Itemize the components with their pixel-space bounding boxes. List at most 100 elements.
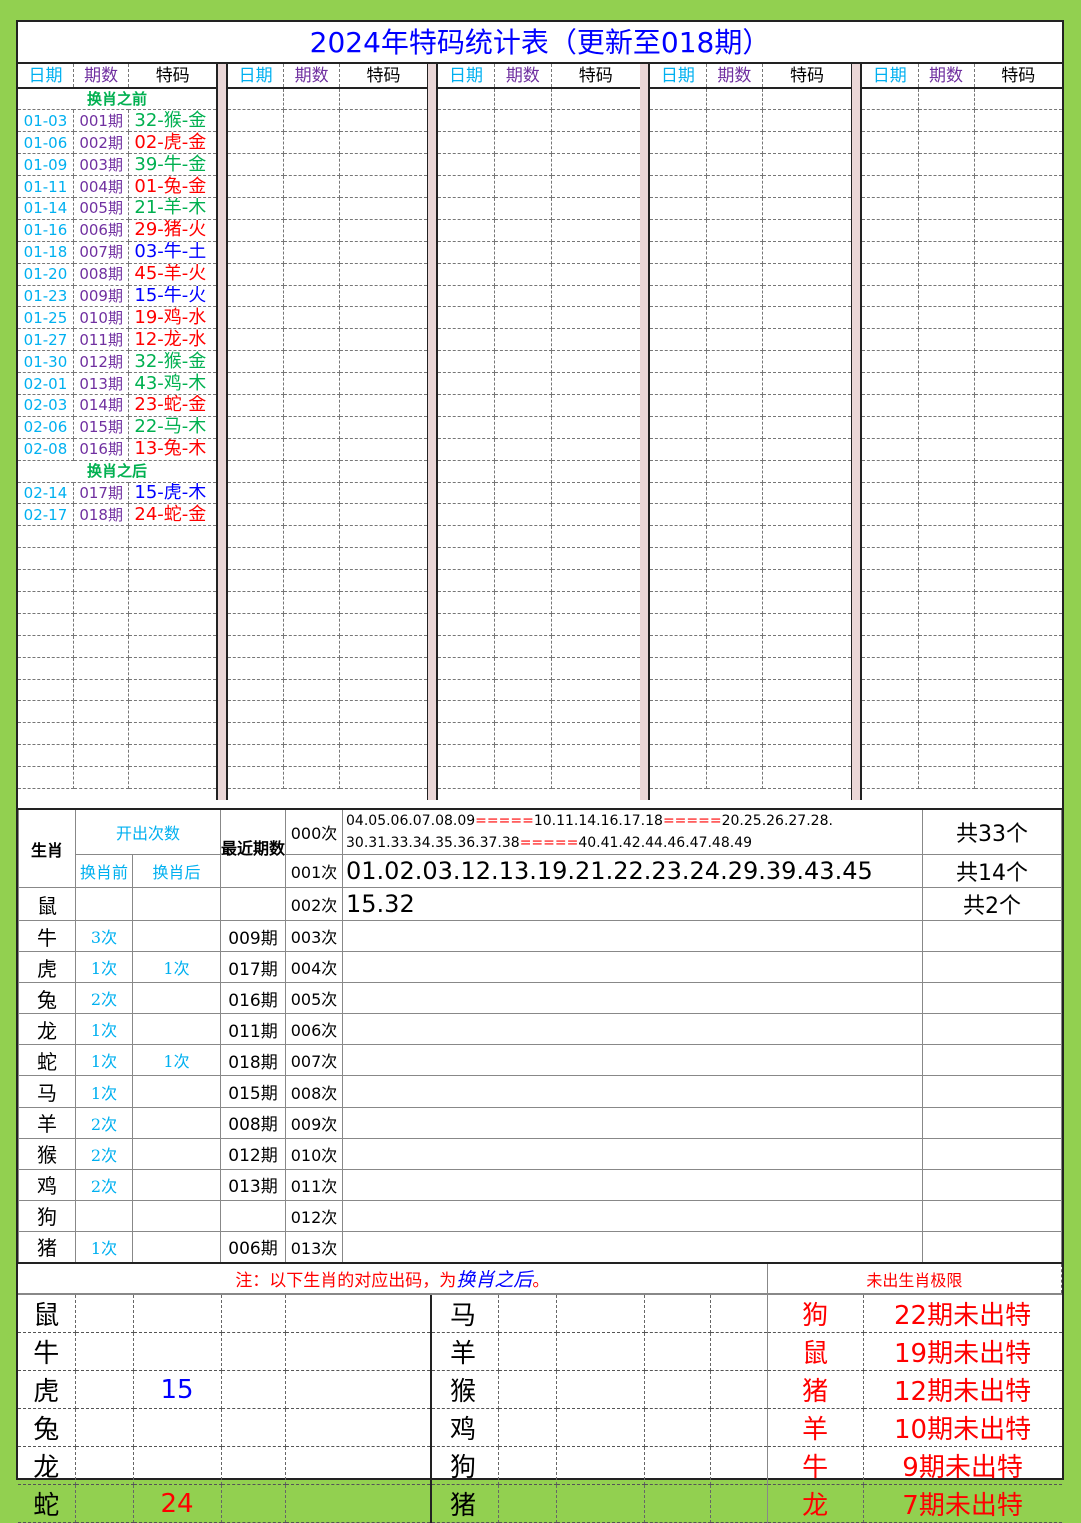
cell-period — [283, 131, 340, 155]
cell-period — [918, 131, 975, 155]
cell-date — [650, 569, 707, 592]
cell-date — [228, 503, 285, 527]
table-row — [228, 175, 427, 198]
table-row: 虎 1次 1次 017期 004次 — [18, 951, 1062, 984]
cell-period — [494, 766, 552, 789]
cell-date — [18, 525, 74, 549]
cell — [644, 1370, 711, 1409]
cell-period — [918, 350, 975, 374]
cell-code — [128, 700, 216, 724]
cell-code: 15-虎-木 — [128, 482, 216, 505]
cell-period — [283, 569, 340, 592]
count-before — [75, 887, 133, 921]
freq-times: 010次 — [285, 1137, 344, 1170]
cell-period — [706, 722, 764, 746]
table-row: 换肖之后 — [18, 460, 216, 483]
cell-date — [438, 482, 496, 505]
cell-code: 32-猴-金 — [128, 109, 216, 133]
count-before: 1次 — [75, 951, 133, 984]
limit-zodiac: 羊 — [766, 1408, 864, 1447]
freq-times: 013次 — [285, 1230, 344, 1264]
cell-period — [283, 153, 340, 177]
cell-date — [228, 350, 285, 374]
cell-code — [974, 503, 1062, 527]
zodiac-name: 龙 — [18, 1013, 76, 1046]
table-row — [650, 722, 851, 746]
cell-code: 02-虎-金 — [128, 131, 216, 155]
cell-date — [862, 372, 919, 395]
number-list: 10.11.14.16.17.18 — [533, 813, 663, 829]
table-row — [18, 613, 216, 636]
table-row — [650, 482, 851, 505]
cell-code — [974, 153, 1062, 177]
column-header-code: 特码 — [974, 64, 1062, 89]
cell-code — [339, 657, 427, 680]
table-row: 01-09 003期 39-牛-金 — [18, 153, 216, 177]
cell-date — [862, 175, 919, 198]
table-row — [862, 722, 1062, 746]
table-row — [228, 263, 427, 286]
cell-code — [762, 219, 851, 242]
cell-code — [974, 416, 1062, 439]
table-row: 01-20 008期 45-羊-火 — [18, 263, 216, 286]
cell — [285, 1332, 432, 1371]
cell-date — [438, 306, 496, 330]
cell-period — [283, 416, 340, 439]
table-row — [18, 744, 216, 768]
cell-date — [650, 285, 707, 308]
table-row — [228, 635, 427, 658]
cell-period — [918, 766, 975, 789]
cell-date — [228, 306, 285, 330]
freq-count — [922, 982, 1062, 1015]
cell-date — [438, 109, 496, 133]
zodiac-code-table: 注：以下生肖的对应出码，为换肖之后。 未出生肖极限鼠马狗 22期未出特牛羊鼠 19期未… — [18, 1262, 1063, 1523]
cell-period — [494, 197, 552, 220]
limit-text: 10期未出特 — [863, 1408, 1062, 1447]
freq-numbers — [342, 982, 924, 1015]
cell-date — [18, 569, 74, 592]
cell-period — [918, 306, 975, 330]
cell-date — [650, 679, 707, 702]
table-row — [650, 613, 851, 636]
cell-period — [494, 394, 552, 417]
table-row — [228, 613, 427, 636]
cell-period: 014期 — [73, 394, 130, 417]
cell-period — [283, 306, 340, 330]
cell-code: 12-龙-水 — [128, 328, 216, 352]
zodiac-name: 蛇 — [18, 1484, 76, 1523]
cell-date — [862, 197, 919, 220]
cell-period: 010期 — [73, 306, 130, 330]
table-row: 02-17 018期 24-蛇-金 — [18, 503, 216, 527]
cell-date — [228, 109, 285, 133]
zodiac-name: 鸡 — [431, 1408, 499, 1447]
table-row — [228, 591, 427, 614]
table-row: 01-18 007期 03-牛-土 — [18, 241, 216, 264]
cell-date — [862, 438, 919, 461]
table-row — [228, 328, 427, 352]
cell-date — [650, 109, 707, 133]
cell — [75, 1294, 134, 1333]
spreadsheet: 2024年特码统计表（更新至018期） 日期 期数 特码 换肖之前 01-03 001期 3… — [16, 20, 1064, 1523]
table-row: 狗 012次 — [18, 1199, 1062, 1232]
zodiac-header: 生肖 — [18, 808, 76, 888]
cell-code — [551, 766, 640, 789]
cell-date — [862, 285, 919, 308]
cell-code — [339, 285, 427, 308]
table-row — [650, 394, 851, 417]
cell-code — [762, 285, 851, 308]
cell-period — [283, 613, 340, 636]
cell-date — [862, 525, 919, 549]
cell-code — [974, 591, 1062, 614]
record-group: 日期 期数 特码 — [438, 64, 642, 800]
table-row — [862, 131, 1062, 155]
cell-period — [918, 503, 975, 527]
cell-date — [18, 547, 74, 571]
cell-date: 01-09 — [18, 153, 74, 177]
cell-code — [762, 153, 851, 177]
zodiac-name: 羊 — [431, 1332, 499, 1371]
table-row — [862, 306, 1062, 330]
cell-period — [706, 438, 764, 461]
cell-date — [862, 722, 919, 746]
cell-date — [438, 153, 496, 177]
table-row — [438, 131, 640, 155]
